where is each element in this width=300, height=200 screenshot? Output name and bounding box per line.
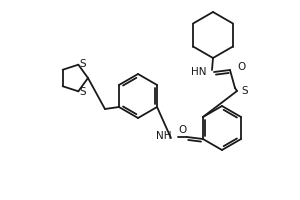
Text: O: O: [237, 62, 245, 72]
Text: NH: NH: [156, 131, 172, 141]
Text: S: S: [241, 86, 247, 96]
Text: S: S: [79, 87, 86, 97]
Text: S: S: [79, 59, 86, 69]
Text: O: O: [179, 125, 187, 135]
Text: HN: HN: [190, 67, 206, 77]
